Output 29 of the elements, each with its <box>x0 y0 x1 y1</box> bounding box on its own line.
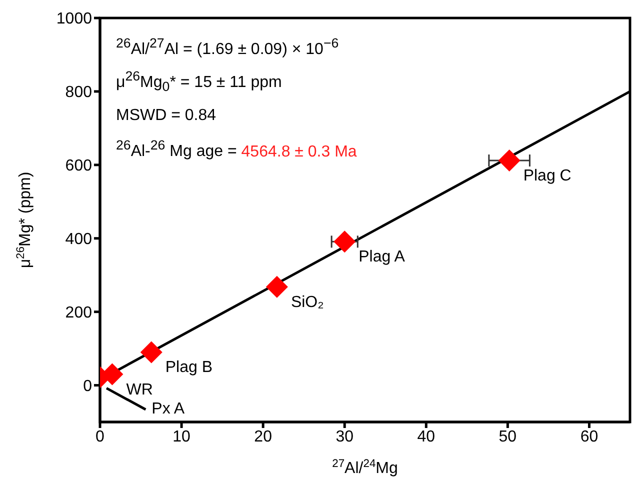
x-tick-label: 60 <box>580 428 598 446</box>
annotation: 4564.8 ± 0.3 Ma <box>241 143 357 160</box>
y-tick-label: 800 <box>65 84 92 102</box>
x-tick-label: 20 <box>254 428 272 446</box>
point <box>498 150 520 172</box>
series-label: Plag A <box>358 248 406 266</box>
x-axis-title: $^{27}$Al/$^{24}$Mg <box>332 458 398 477</box>
series-label: Plag B <box>165 359 213 376</box>
y-tick-label: 200 <box>65 304 92 322</box>
point <box>266 276 288 298</box>
series-label: SiO₂ <box>290 294 324 311</box>
x-tick-label: 50 <box>498 428 517 446</box>
x-tick-label: 10 <box>172 428 191 446</box>
x-tick-label: 40 <box>417 428 436 446</box>
point <box>140 341 162 364</box>
series-label: WR <box>126 381 153 398</box>
x-tick-label: 0 <box>96 428 105 446</box>
annotation: $^{26}$Al/$^{27}$Al = (1.69 ± 0.09) × 10$^{−6}$ <box>116 36 339 58</box>
y-tick-label: 600 <box>65 158 92 175</box>
series-label: Px A <box>152 400 185 418</box>
y-tick-label: 400 <box>65 231 92 248</box>
annotation: μ$^{26}$Mg$_{0}$* = 15 ± 11 ppm <box>116 69 282 95</box>
y-tick-label: 0 <box>83 378 92 395</box>
point <box>334 230 356 253</box>
y-tick-label: 1000 <box>56 10 92 28</box>
x-tick-label: 30 <box>336 428 354 446</box>
annotation: $^{26}$Al-$^{26}$ Mg age = <box>116 138 237 160</box>
annotation: MSWD = 0.84 <box>116 107 216 124</box>
series-label: Plag C <box>523 168 572 184</box>
